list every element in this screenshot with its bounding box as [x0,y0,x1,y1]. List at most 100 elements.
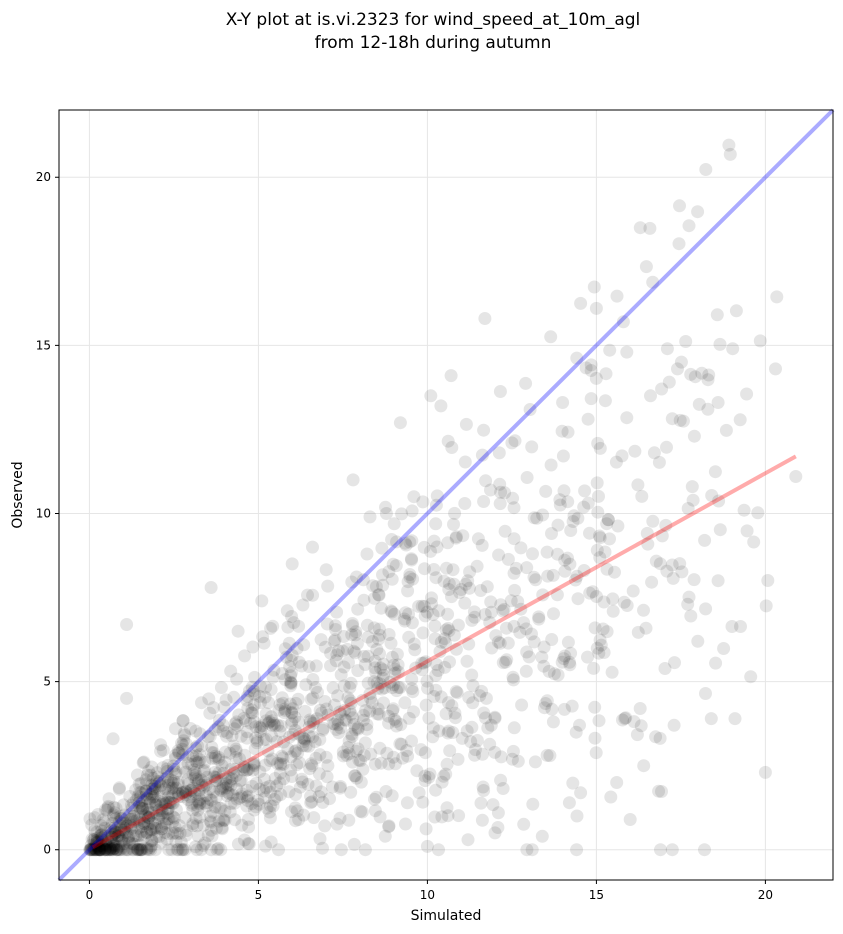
scatter-point [401,575,415,589]
scatter-point [340,748,354,762]
scatter-point [363,510,377,524]
scatter-point [98,843,112,857]
scatter-point [108,821,122,835]
scatter-point [143,841,157,854]
scatter-point [111,843,125,857]
scatter-point [333,811,347,825]
scatter-point [337,630,351,643]
scatter-point [110,843,124,857]
scatter-point [191,776,205,790]
scatter-point [180,824,194,837]
scatter-point [156,810,170,824]
scatter-point [416,495,430,509]
scatter-point [99,833,113,847]
scatter-point [655,382,669,396]
scatter-point [266,670,280,684]
plot-area-frame [58,109,834,881]
scatter-point [427,690,441,703]
scatter-point [292,727,306,741]
scatter-point [122,836,136,850]
scatter-point [99,843,113,857]
scatter-point [121,831,135,845]
scatter-point [177,734,191,748]
scatter-point [655,529,669,543]
scatter-point [321,759,335,773]
scatter-point [681,597,695,611]
scatter-point [89,836,103,850]
scatter-point [259,839,272,853]
scatter-point [673,557,687,571]
scatter-point [106,732,120,746]
scatter-point [132,777,146,791]
scatter-point [219,772,233,786]
scatter-point [590,476,604,490]
scatter-point [183,790,197,804]
scatter-point [100,843,114,857]
scatter-point [414,743,428,757]
scatter-point [498,524,512,538]
scatter-point [618,712,632,725]
scatter-point [398,614,412,628]
scatter-point [188,765,202,779]
scatter-point [447,517,460,531]
scatter-point [579,361,593,375]
scatter-point [527,511,541,525]
scatter-point [306,716,320,730]
scatter-point [307,811,321,825]
scatter-point [405,553,419,567]
scatter-point [590,590,603,603]
scatter-point [107,842,121,856]
scatter-point [162,778,176,792]
scatter-point [320,617,334,631]
scatter-point [382,716,396,730]
scatter-point [331,689,345,703]
scatter-point [673,199,686,213]
scatter-point [349,744,363,758]
scatter-point [214,801,228,815]
scatter-point [543,749,557,763]
scatter-point [508,583,522,597]
scatter-point [167,811,181,825]
scatter-point [306,673,320,686]
scatter-point [365,696,379,710]
scatter-point [259,707,273,721]
scatter-point [448,706,462,720]
scatter-point [133,843,147,857]
scatter-point [94,819,108,832]
scatter-point [315,706,329,720]
scatter-point [275,749,289,763]
scatter-point [167,762,181,776]
scatter-point [144,809,158,823]
scatter-point [368,792,381,806]
scatter-point [228,717,242,731]
scatter-point [342,747,356,761]
scatter-point [114,810,127,824]
scatter-point [100,803,114,817]
scatter-point [336,745,350,759]
scatter-point [257,772,271,786]
scatter-point [101,834,115,848]
scatter-point [90,831,104,845]
scatter-point [105,816,119,830]
scatter-point [491,806,505,820]
scatter-point [346,619,360,633]
scatter-point [363,704,377,718]
scatter-point [221,785,235,799]
scatter-point [115,812,129,826]
scatter-point [508,434,522,448]
scatter-point [168,748,182,762]
scatter-point [204,581,218,594]
scatter-point [494,598,508,612]
scatter-point [445,699,459,713]
scatter-point [620,599,634,612]
scatter-point [122,830,136,844]
scatter-point [705,489,719,502]
scatter-point [240,763,254,777]
scatter-point [94,828,108,842]
scatter-point [719,423,733,437]
scatter-point [427,563,441,576]
scatter-point [288,745,302,759]
scatter-point [146,782,160,796]
scatter-point [311,685,324,699]
scatter-point [187,784,201,798]
